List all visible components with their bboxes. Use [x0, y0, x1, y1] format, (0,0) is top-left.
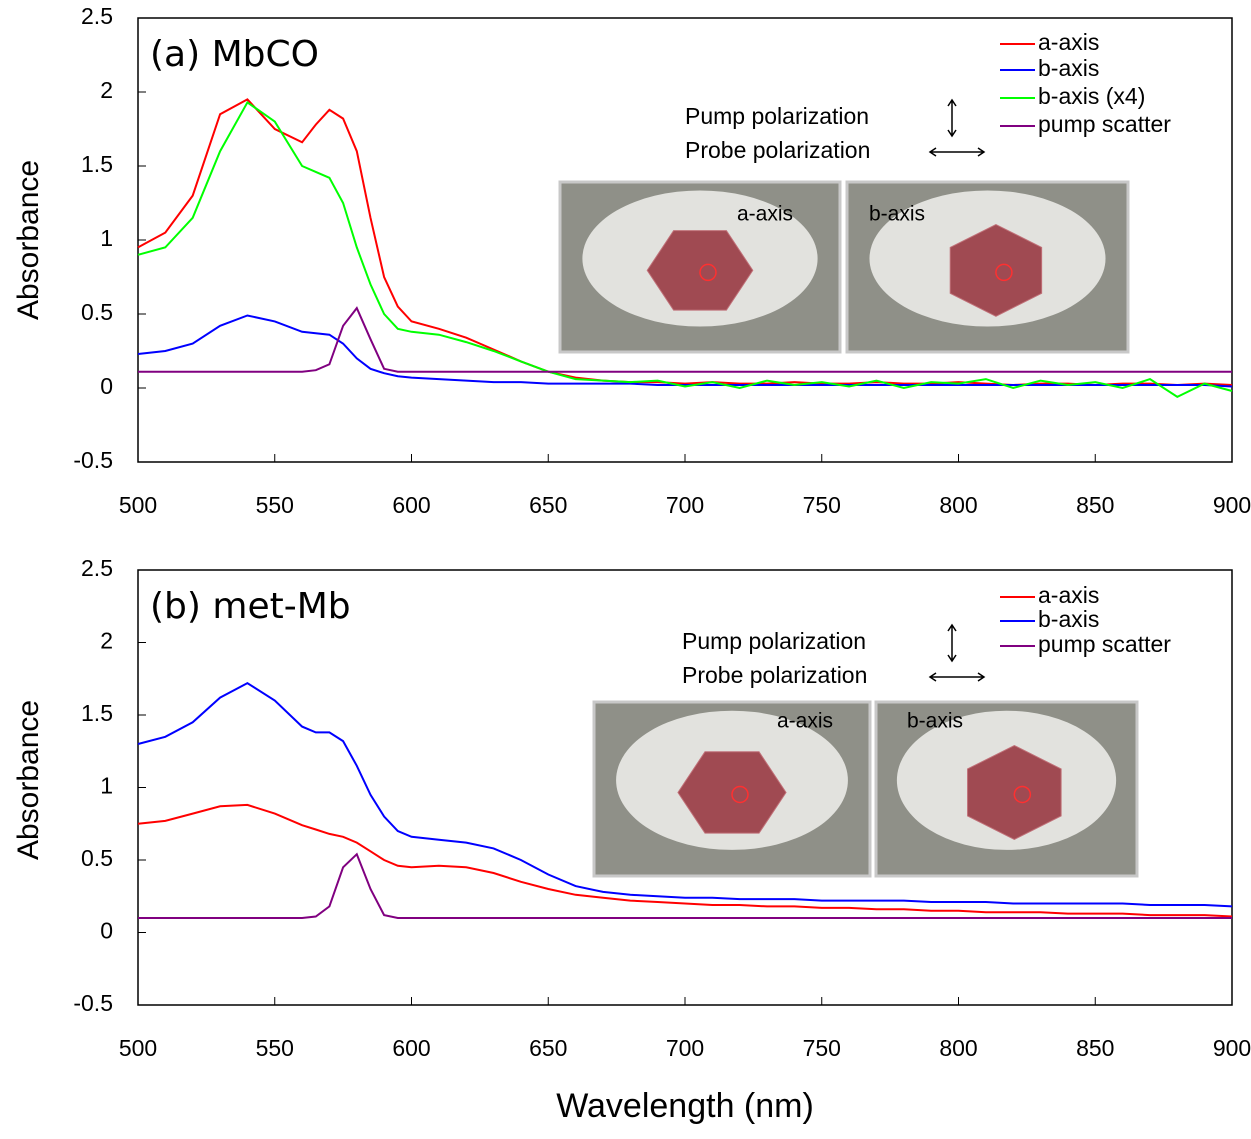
x-tick-label: 500: [119, 492, 157, 518]
legend-label: a-axis: [1038, 582, 1099, 608]
pump-arrow: [948, 625, 956, 661]
y-tick-label: -0.5: [73, 990, 113, 1016]
legend-label: pump scatter: [1038, 631, 1171, 657]
y-tick-label: 1: [100, 773, 113, 799]
y-axis-label: Absorbance: [12, 700, 45, 860]
probe-arrow: [930, 148, 984, 156]
legend-label: a-axis: [1038, 29, 1099, 55]
inset-label: a-axis: [737, 203, 793, 226]
x-tick-label: 600: [392, 492, 430, 518]
inset-label: b-axis: [869, 203, 925, 226]
x-tick-label: 800: [939, 492, 977, 518]
x-tick-label: 900: [1213, 492, 1251, 518]
x-tick-label: 500: [119, 1035, 157, 1061]
x-tick-label: 750: [803, 1035, 841, 1061]
x-tick-label: 600: [392, 1035, 430, 1061]
legend-label: pump scatter: [1038, 111, 1171, 137]
inset-label: b-axis: [907, 710, 963, 733]
y-tick-label: 1.5: [81, 151, 113, 177]
x-tick-label: 750: [803, 492, 841, 518]
x-tick-label: 700: [666, 1035, 704, 1061]
legend-label: b-axis: [1038, 55, 1099, 81]
y-tick-label: 1.5: [81, 700, 113, 726]
x-tick-label: 650: [529, 492, 567, 518]
y-tick-label: 2.5: [81, 555, 113, 581]
inset-label: a-axis: [777, 710, 833, 733]
pump-label: Pump polarization: [685, 103, 869, 129]
y-tick-label: 0: [100, 918, 113, 944]
probe-label: Probe polarization: [682, 662, 867, 688]
x-tick-label: 700: [666, 492, 704, 518]
y-tick-label: 2: [100, 77, 113, 103]
x-tick-label: 850: [1076, 1035, 1114, 1061]
x-tick-label: 850: [1076, 492, 1114, 518]
pump-label: Pump polarization: [682, 628, 866, 654]
probe-label: Probe polarization: [685, 137, 870, 163]
y-tick-label: 1: [100, 225, 113, 251]
y-axis-label: Absorbance: [12, 160, 45, 320]
probe-arrow: [930, 673, 984, 681]
x-axis-label: Wavelength (nm): [556, 1087, 814, 1125]
y-tick-label: 0.5: [81, 845, 113, 871]
y-tick-label: 0: [100, 373, 113, 399]
panel-title: (a) MbCO: [150, 34, 319, 75]
y-tick-label: 2.5: [81, 3, 113, 29]
y-tick-label: -0.5: [73, 447, 113, 473]
x-tick-label: 900: [1213, 1035, 1251, 1061]
x-tick-label: 550: [256, 1035, 294, 1061]
x-tick-label: 800: [939, 1035, 977, 1061]
pump-arrow: [948, 100, 956, 136]
y-tick-label: 2: [100, 628, 113, 654]
y-tick-label: 0.5: [81, 299, 113, 325]
x-tick-label: 650: [529, 1035, 567, 1061]
x-tick-label: 550: [256, 492, 294, 518]
figure: a-axisb-axis-0.500.511.522.5500550600650…: [0, 0, 1251, 1139]
legend-label: b-axis (x4): [1038, 83, 1145, 109]
panel-title: (b) met-Mb: [150, 586, 351, 627]
legend-label: b-axis: [1038, 606, 1099, 632]
